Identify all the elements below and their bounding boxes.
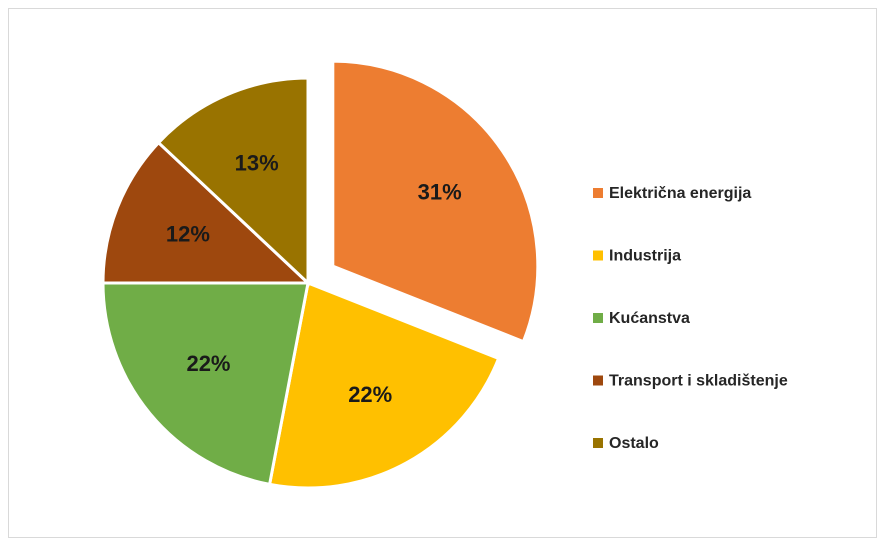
legend-text: Električna energija	[609, 185, 751, 202]
legend-swatch	[593, 250, 603, 261]
slice-label: 22%	[348, 382, 392, 407]
legend-swatch	[593, 375, 603, 386]
pie-slice	[331, 59, 540, 344]
slice-label: 22%	[186, 351, 230, 376]
legend-text: Transport i skladištenje	[609, 373, 788, 390]
legend-text: Kućanstva	[609, 310, 690, 327]
pie-slice	[101, 140, 312, 285]
legend-swatch	[593, 438, 603, 448]
pie-slice	[101, 281, 310, 487]
slice-label: 31%	[418, 179, 462, 204]
legend-text: Industrija	[609, 248, 681, 265]
pie-slice	[156, 76, 310, 287]
slice-label: 13%	[235, 150, 279, 175]
legend-text: Ostalo	[609, 435, 659, 452]
legend-swatch	[593, 313, 603, 323]
legend-swatch	[593, 188, 603, 198]
slice-label: 12%	[166, 221, 210, 246]
pie-slice	[267, 280, 501, 490]
